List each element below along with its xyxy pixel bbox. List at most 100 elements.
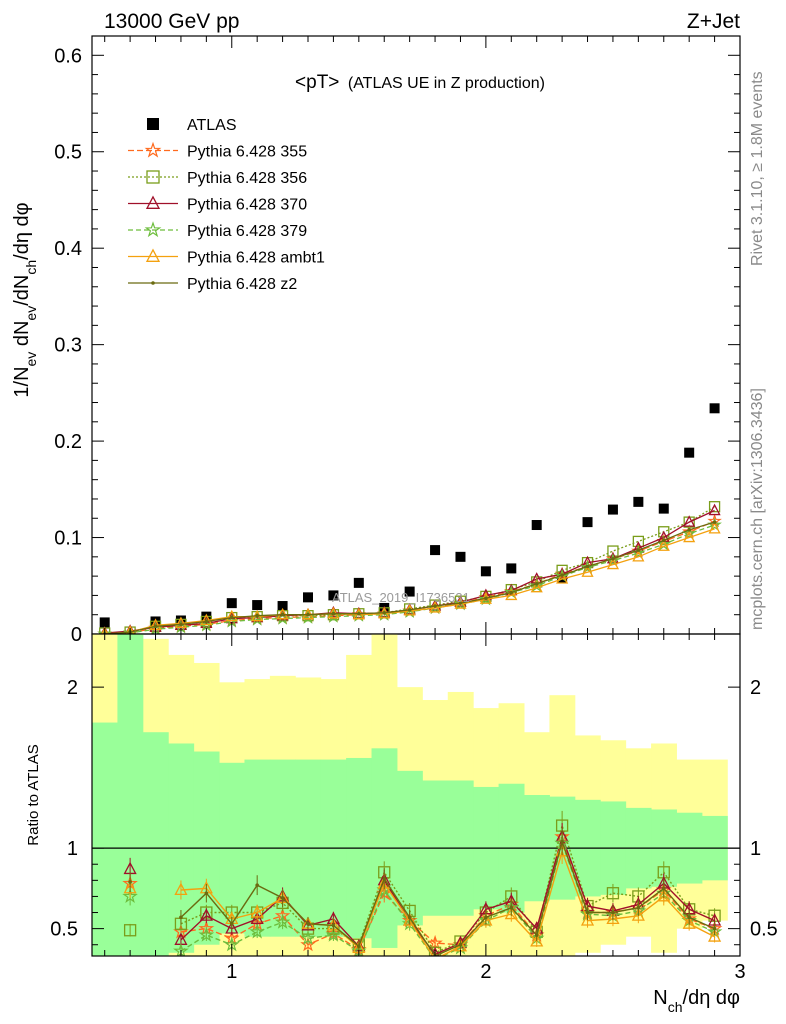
data-point — [97, 626, 113, 634]
series-line-pythia-6-428-ambt1 — [104, 528, 715, 634]
legend-marker — [151, 281, 155, 285]
ratio-point — [331, 923, 336, 928]
data-point — [433, 604, 437, 608]
ratio-point — [198, 926, 215, 942]
ratio-line — [180, 834, 715, 956]
main-title-suffix: (ATLAS UE in Z production) — [348, 75, 545, 92]
data-point — [328, 590, 339, 601]
data-point — [200, 613, 213, 626]
ratio-ylabel: Ratio to ATLAS — [25, 744, 42, 845]
ratio-point — [225, 921, 239, 934]
data-point — [505, 588, 518, 601]
ratio-point — [122, 888, 138, 904]
ratio-point — [657, 888, 671, 902]
header-right: Z+Jet — [687, 10, 740, 33]
data-point — [428, 601, 442, 613]
ratio-line — [180, 849, 715, 956]
data-point — [530, 580, 543, 593]
data-point — [633, 496, 644, 507]
data-point — [458, 601, 463, 605]
data-point — [225, 609, 238, 622]
series-pythia-6-428-356 — [99, 501, 721, 634]
series-pythia-6-428-379 — [97, 517, 722, 634]
ratio-point — [606, 911, 620, 925]
data-point — [430, 545, 441, 556]
ratio-point — [199, 908, 213, 921]
data-point — [581, 565, 594, 577]
data-point — [605, 553, 621, 567]
data-point — [484, 596, 488, 601]
x-axis-label: Nch/dη dφ — [653, 987, 740, 1015]
ratio-point — [255, 883, 259, 887]
legend-label: Pythia 6.428 356 — [187, 170, 307, 187]
ratio-point — [712, 926, 717, 931]
legend-entry: ATLAS — [147, 117, 237, 134]
ratio-y-tick-label: 2 — [67, 677, 78, 699]
series-pythia-6-428-355 — [97, 513, 722, 634]
legend-entry: Pythia 6.428 z2 — [128, 276, 297, 293]
ratio-series-pythia-6-428-z2 — [128, 828, 717, 956]
ratio-point — [560, 839, 564, 844]
legend-entry: Pythia 6.428 356 — [128, 170, 307, 187]
data-point — [556, 572, 569, 584]
data-point — [303, 592, 313, 603]
y-tick-label: 0 — [71, 624, 82, 646]
data-point — [681, 524, 697, 538]
series-line-pythia-6-428-379 — [104, 524, 715, 634]
data-point — [306, 612, 310, 617]
data-point — [712, 520, 717, 524]
data-point — [277, 601, 288, 612]
data-point — [153, 624, 158, 629]
ratio-point — [606, 887, 620, 900]
data-point — [585, 564, 590, 569]
data-point — [607, 504, 618, 515]
ratio-point — [687, 915, 691, 920]
legend-entry: Pythia 6.428 355 — [128, 141, 307, 161]
ratio-point — [382, 876, 387, 881]
series-pythia-6-428-ambt1 — [101, 521, 721, 634]
data-point — [708, 503, 721, 516]
data-point — [255, 613, 259, 618]
ratio-point — [661, 886, 666, 891]
watermark: ATLAS_2019_I1736531 — [332, 590, 470, 605]
ratio-y-tick-label: 0.5 — [50, 919, 78, 941]
data-point — [606, 557, 620, 570]
data-point — [174, 616, 188, 629]
data-point — [582, 517, 593, 528]
ratio-point — [407, 915, 412, 920]
data-point — [506, 563, 517, 574]
data-point — [611, 556, 615, 561]
ratio-point — [300, 936, 316, 952]
data-point — [560, 573, 564, 577]
ratio-point — [611, 910, 615, 915]
data-point — [636, 548, 641, 552]
data-point — [658, 503, 669, 514]
data-point — [276, 607, 289, 620]
legend-marker — [146, 170, 160, 184]
ratio-y-tick-label-right: 2 — [750, 677, 761, 699]
ratio-y-tick-label: 1 — [67, 838, 78, 860]
ratio-point — [229, 922, 234, 926]
x-tick-label: 2 — [480, 961, 491, 983]
legend-marker — [145, 248, 161, 262]
legend-marker — [145, 195, 161, 209]
ratio-y-tick-label-right: 1 — [750, 838, 761, 860]
legend-label: Pythia 6.428 355 — [187, 144, 307, 161]
ratio-point — [580, 913, 595, 926]
data-point — [684, 447, 695, 458]
data-point — [331, 611, 336, 616]
legend-entry: Pythia 6.428 379 — [128, 221, 307, 240]
ratio-point — [403, 913, 417, 926]
ratio-point — [509, 905, 514, 910]
ratio-point — [306, 922, 310, 926]
series-pythia-6-428-370 — [100, 503, 721, 634]
ratio-point — [708, 929, 722, 942]
ratio-line — [180, 840, 715, 956]
y-tick-label: 0.1 — [54, 528, 82, 550]
data-point — [708, 501, 721, 513]
legend-entry: Pythia 6.428 ambt1 — [128, 248, 325, 267]
band-segment — [142, 732, 169, 956]
x-tick-label: 1 — [226, 961, 237, 983]
legend-marker — [144, 221, 162, 238]
main-title-main: <pT> — [295, 72, 339, 93]
